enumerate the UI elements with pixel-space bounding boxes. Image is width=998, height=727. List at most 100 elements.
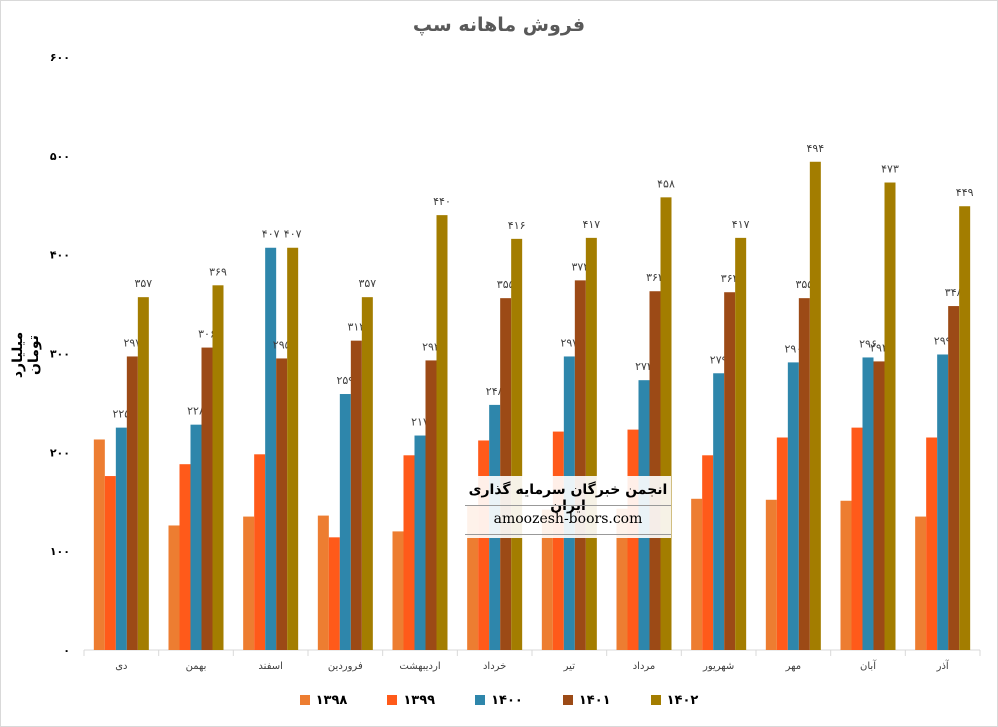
bar: [724, 292, 736, 650]
bar: [691, 498, 703, 650]
x-tick-label: شهریور: [702, 661, 734, 672]
legend-item: ۱۳۹۹: [387, 693, 435, 708]
data-label: ۳۱۳: [347, 321, 365, 334]
bar: [809, 161, 821, 650]
bar: [339, 394, 351, 650]
data-label: ۲۲۸: [187, 405, 205, 418]
y-tick-label: ۲۰۰: [50, 446, 70, 459]
legend-label: ۱۳۹۸: [315, 692, 348, 708]
bar: [287, 247, 299, 650]
bar: [937, 354, 949, 650]
x-tick-label: آذر: [936, 659, 950, 672]
legend-swatch: [562, 695, 573, 705]
bar: [851, 427, 863, 650]
watermark: انجمن خبرگان سرمایه گذاری ایران amoozesh…: [465, 476, 671, 538]
bar: [649, 291, 661, 650]
bar: [574, 280, 586, 650]
bar: [361, 297, 373, 650]
data-label: ۲۹۲: [870, 341, 888, 354]
bar: [702, 455, 714, 650]
bar: [585, 237, 597, 651]
data-label: ۳۶۲: [721, 272, 739, 285]
legend-label: ۱۴۰۰: [491, 692, 523, 708]
bar: [511, 238, 523, 650]
x-tick-label: مهر: [785, 661, 801, 672]
data-label: ۲۹۷: [560, 336, 578, 349]
data-label: ۲۹۰: [784, 342, 802, 355]
data-label: ۳۵۵: [795, 278, 813, 291]
bar: [137, 297, 149, 650]
data-label: ۲۹۹: [934, 334, 952, 347]
bar: [392, 531, 404, 650]
data-label: ۲۵۹: [336, 374, 354, 387]
data-label: ۳۵۵: [497, 278, 515, 291]
data-label: ۲۷۳: [635, 360, 653, 373]
watermark-divider-top: [465, 505, 671, 506]
bar: [93, 439, 105, 650]
bar: [948, 306, 960, 650]
data-label: ۲۴۸: [486, 385, 504, 398]
bar: [798, 298, 810, 650]
bar: [414, 435, 426, 650]
bar: [660, 197, 672, 651]
bar: [212, 285, 224, 650]
chart-title: فروش ماهانه سپ: [412, 14, 586, 36]
bar: [201, 347, 213, 650]
data-label: ۴۱۷: [732, 218, 750, 231]
bar: [787, 362, 799, 650]
data-label: ۳۵۷: [358, 277, 376, 290]
data-label: ۴۱۶: [508, 219, 526, 232]
legend-item: ۱۴۰۱: [562, 693, 611, 708]
watermark-url: amoozesh-boors.com: [493, 511, 643, 527]
data-label: ۴۷۳: [881, 163, 899, 176]
data-label: ۳۵۷: [134, 277, 152, 290]
legend-swatch: [475, 695, 486, 705]
bar: [862, 357, 874, 650]
data-label: ۲۷۹: [710, 353, 728, 366]
bar: [776, 437, 788, 650]
bar: [735, 237, 747, 651]
x-tick-label: اردیبهشت: [399, 661, 440, 672]
bar: [350, 340, 362, 650]
x-tick-label: بهمن: [186, 661, 207, 672]
bar: [500, 298, 512, 650]
bar: [873, 361, 885, 650]
data-label: ۴۴۹: [956, 186, 974, 199]
legend-swatch: [387, 695, 398, 705]
bar: [276, 358, 288, 650]
bar: [467, 505, 479, 650]
bar: [328, 537, 340, 650]
bar: [317, 515, 329, 650]
data-label: ۳۴۸: [945, 286, 963, 299]
y-tick-label: ۴۰۰: [50, 249, 70, 262]
bar: [190, 424, 202, 650]
data-label: ۲۲۵: [112, 408, 130, 421]
bar: [552, 431, 564, 650]
bar: [243, 516, 255, 650]
bar: [884, 182, 896, 651]
y-tick-label: ۳۰۰: [50, 348, 70, 361]
bar: [541, 509, 553, 650]
x-tick-label: تیر: [563, 661, 576, 672]
data-label: ۳۰۶: [198, 328, 216, 341]
data-label: ۴۰۷: [284, 228, 302, 241]
bar: [627, 429, 639, 650]
bar: [926, 437, 938, 650]
bar: [254, 454, 266, 650]
bar: [713, 373, 725, 650]
bar: [959, 206, 971, 650]
x-tick-label: فروردین: [328, 661, 363, 672]
y-tick-label: ۶۰۰: [50, 51, 70, 64]
bar: [403, 455, 415, 650]
bar: [115, 427, 127, 650]
bar: [265, 247, 277, 650]
data-label: ۳۶۹: [209, 265, 227, 278]
data-label: ۲۱۷: [411, 416, 429, 429]
data-label: ۴۵۸: [657, 177, 675, 190]
data-label: ۳۶۳: [646, 271, 664, 284]
legend-item: ۱۴۰۲: [650, 693, 698, 708]
data-label: ۳۷۴: [571, 260, 589, 273]
y-tick-label: ۱۰۰: [50, 545, 70, 558]
bar: [126, 356, 138, 650]
